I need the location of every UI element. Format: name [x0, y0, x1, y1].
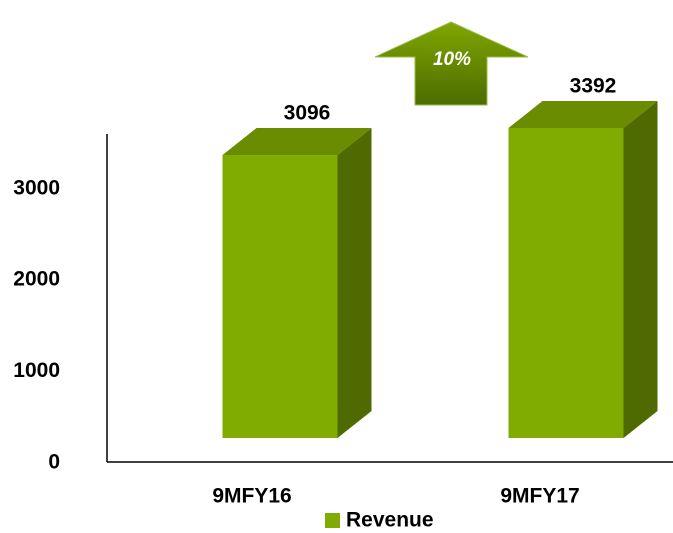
legend-label: Revenue — [346, 509, 434, 532]
growth-arrow: 10% — [374, 21, 529, 106]
y-tick-label: 0 — [48, 451, 60, 474]
legend-swatch — [325, 513, 340, 528]
bar — [508, 127, 624, 439]
y-tick-label: 2000 — [13, 268, 60, 291]
bar-top — [508, 100, 658, 128]
y-tick-label: 1000 — [13, 359, 60, 382]
x-tick-label: 9MFY17 — [500, 485, 579, 508]
growth-label: 10% — [433, 49, 471, 70]
data-label: 3096 — [284, 102, 331, 125]
bar-side — [337, 128, 372, 438]
bar-side — [623, 100, 658, 439]
bar-top — [222, 128, 372, 156]
bar — [222, 155, 338, 438]
y-tick-label: 3000 — [13, 176, 60, 199]
data-label: 3392 — [570, 75, 617, 98]
x-tick-label: 9MFY16 — [212, 485, 291, 508]
